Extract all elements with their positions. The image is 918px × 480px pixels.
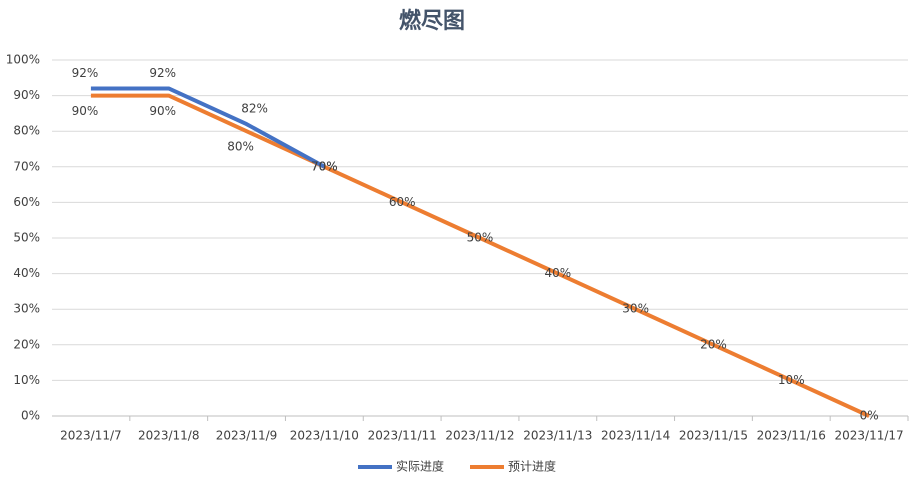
- data-label: 20%: [700, 337, 727, 351]
- x-tick-label: 2023/11/8: [138, 429, 200, 443]
- y-tick-label: 70%: [13, 159, 40, 173]
- y-tick-label: 80%: [13, 124, 40, 138]
- x-tick-label: 2023/11/17: [835, 429, 904, 443]
- data-label: 10%: [778, 373, 805, 387]
- x-tick-label: 2023/11/9: [216, 429, 278, 443]
- y-tick-label: 30%: [13, 302, 40, 316]
- data-label: 90%: [149, 104, 176, 118]
- data-label: 82%: [241, 102, 268, 116]
- data-label: 90%: [72, 104, 99, 118]
- y-tick-label: 50%: [13, 231, 40, 245]
- data-label: 70%: [311, 159, 338, 173]
- y-tick-label: 90%: [13, 88, 40, 102]
- data-label: 60%: [389, 195, 416, 209]
- series-line: [90, 86, 326, 169]
- data-label: 30%: [622, 302, 649, 316]
- x-tick-label: 2023/11/12: [445, 429, 514, 443]
- x-tick-label: 2023/11/16: [757, 429, 826, 443]
- data-label: 0%: [860, 409, 879, 423]
- legend-label: 预计进度: [508, 459, 556, 474]
- x-tick-label: 2023/11/10: [290, 429, 359, 443]
- series-line: [90, 93, 870, 418]
- legend-label: 实际进度: [396, 459, 444, 474]
- x-tick-label: 2023/11/7: [60, 429, 122, 443]
- x-tick-label: 2023/11/14: [601, 429, 670, 443]
- data-label: 92%: [149, 66, 176, 80]
- chart-title: 燃尽图: [399, 8, 465, 34]
- data-label: 50%: [467, 231, 494, 245]
- y-tick-label: 10%: [13, 373, 40, 387]
- y-tick-label: 60%: [13, 195, 40, 209]
- x-tick-label: 2023/11/13: [523, 429, 592, 443]
- data-label: 70%: [311, 159, 338, 173]
- x-tick-label: 2023/11/11: [368, 429, 437, 443]
- y-tick-label: 20%: [13, 337, 40, 351]
- y-tick-label: 100%: [6, 53, 40, 67]
- y-tick-label: 0%: [21, 409, 40, 423]
- x-tick-label: 2023/11/15: [679, 429, 748, 443]
- data-label: 92%: [72, 66, 99, 80]
- data-label: 40%: [544, 266, 571, 280]
- data-label: 80%: [227, 140, 254, 154]
- y-tick-label: 40%: [13, 266, 40, 280]
